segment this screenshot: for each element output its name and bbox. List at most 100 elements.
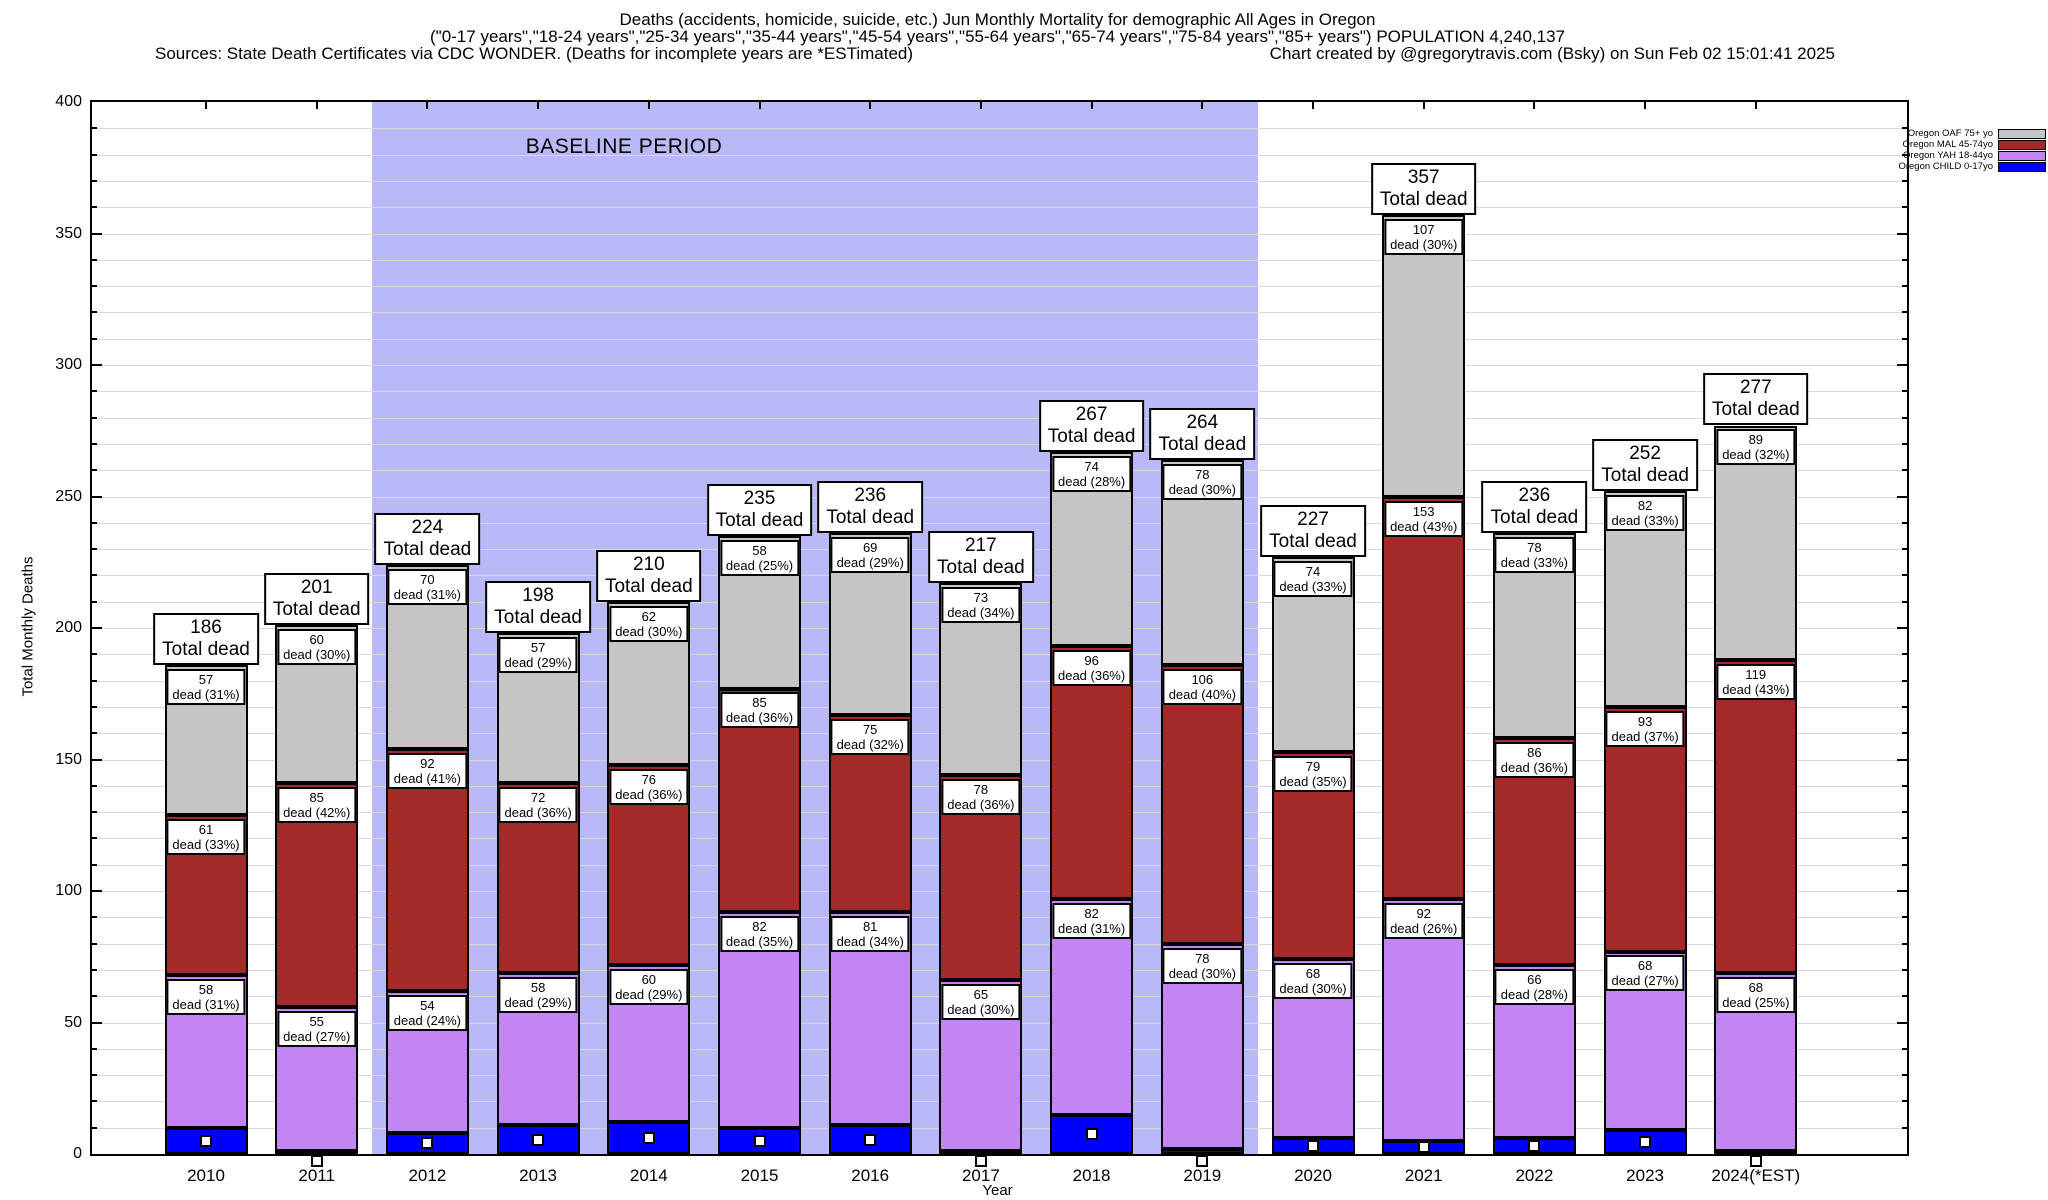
y-tick (1902, 1074, 1907, 1077)
y-tick (92, 863, 97, 866)
legend-label: Oregon MAL 45-74yo (1902, 139, 1993, 150)
gridline (92, 522, 1907, 524)
y-tick (92, 1047, 97, 1050)
gridline (92, 128, 1907, 130)
y-tick (92, 1100, 97, 1103)
segment-value-label: 93 dead (37%) (1605, 710, 1685, 747)
y-tick (1902, 416, 1907, 419)
child-series-marker (421, 1137, 434, 1150)
y-tick (1902, 916, 1907, 919)
y-tick (92, 311, 97, 314)
x-axis-title: Year (982, 1182, 1013, 1199)
gridline (92, 286, 1907, 288)
gridline (92, 470, 1907, 472)
y-tick-label: 300 (55, 356, 82, 373)
y-tick (92, 837, 97, 840)
segment-value-label: 78 dead (33%) (1494, 537, 1574, 574)
y-tick (92, 627, 102, 629)
y-tick (1902, 442, 1907, 445)
segment-value-label: 86 dead (36%) (1494, 742, 1574, 779)
y-tick (1897, 1021, 1907, 1024)
y-tick (92, 784, 97, 787)
legend-item: Oregon OAF 75+ yo (1898, 128, 2046, 139)
chart-credit-note: Chart created by @gregorytravis.com (Bsk… (1269, 44, 1835, 63)
total-dead-label: 277 Total dead (1702, 373, 1809, 426)
child-series-marker (753, 1134, 766, 1147)
y-tick (92, 390, 97, 393)
chart-title: Deaths (accidents, homicide, suicide, et… (619, 10, 1376, 29)
bar-segment (1160, 664, 1244, 944)
gridline (92, 259, 1907, 261)
x-tick-top (1090, 102, 1093, 109)
child-series-marker (1528, 1140, 1541, 1153)
y-tick (1902, 521, 1907, 524)
segment-value-label: 82 dead (31%) (1051, 902, 1132, 939)
child-series-marker (1749, 1155, 1762, 1167)
y-tick (92, 153, 97, 156)
x-tick-label: 2016 (851, 1166, 890, 1185)
child-series-marker (974, 1155, 987, 1167)
y-tick (92, 521, 97, 524)
segment-value-label: 153 dead (43%) (1384, 500, 1464, 537)
legend-swatch (1998, 139, 2046, 150)
segment-value-label: 78 dead (30%) (1162, 463, 1242, 500)
y-tick (1902, 469, 1907, 472)
x-tick-label: 2020 (1294, 1166, 1332, 1185)
x-tick-top (537, 102, 540, 109)
y-tick (92, 995, 97, 998)
y-tick-label: 350 (55, 224, 82, 242)
bar-segment (1160, 1148, 1244, 1154)
y-tick-label: 0 (73, 1145, 82, 1162)
x-tick-label: 2022 (1515, 1166, 1554, 1185)
y-tick (92, 968, 97, 971)
gridline (92, 338, 1907, 340)
total-dead-label: 252 Total dead (1592, 439, 1698, 492)
legend-swatch (1998, 128, 2046, 139)
x-tick-top (1422, 102, 1425, 109)
segment-value-label: 78 dead (30%) (1162, 947, 1242, 984)
segment-value-label: 92 dead (26%) (1384, 902, 1464, 939)
y-tick (1902, 574, 1907, 577)
segment-value-label: 74 dead (33%) (1273, 560, 1353, 597)
x-tick-top (869, 102, 872, 109)
y-tick (1902, 258, 1907, 261)
bar-segment (1382, 898, 1466, 1141)
total-dead-label: 264 Total dead (1149, 407, 1256, 460)
x-tick-label: 2017 (961, 1166, 1000, 1185)
y-tick (1902, 600, 1907, 603)
legend-swatch (1998, 150, 2046, 161)
y-tick (92, 285, 97, 288)
y-tick (1902, 784, 1907, 787)
y-tick (92, 890, 102, 892)
y-tick (92, 653, 97, 656)
gridline (92, 443, 1907, 445)
segment-value-label: 58 dead (25%) (719, 539, 800, 576)
x-tick-label: 2013 (519, 1166, 558, 1185)
x-tick-top (426, 102, 429, 109)
segment-value-label: 69 dead (29%) (830, 537, 910, 574)
y-tick (1897, 758, 1907, 761)
x-tick-top (1754, 102, 1757, 109)
segment-value-label: 78 dead (36%) (941, 779, 1021, 816)
total-dead-label: 236 Total dead (1481, 481, 1588, 534)
y-tick (92, 469, 97, 472)
y-tick (1902, 285, 1907, 288)
segment-value-label: 68 dead (27%) (1605, 955, 1685, 992)
segment-value-label: 68 dead (25%) (1716, 976, 1796, 1013)
y-tick (92, 758, 102, 761)
y-tick (92, 574, 97, 577)
segment-value-label: 57 dead (31%) (166, 668, 246, 705)
segment-value-label: 58 dead (31%) (166, 979, 246, 1016)
total-dead-label: 198 Total dead (485, 581, 591, 634)
segment-value-label: 70 dead (31%) (387, 568, 467, 605)
child-series-marker (864, 1133, 877, 1146)
x-tick-top (205, 102, 207, 109)
segment-value-label: 106 dead (40%) (1162, 668, 1242, 705)
y-tick (1902, 837, 1907, 840)
legend-item: Oregon CHILD 0-17yo (1898, 161, 2046, 172)
y-tick (92, 732, 97, 735)
y-tick (1902, 153, 1907, 156)
segment-value-label: 82 dead (33%) (1605, 495, 1685, 532)
child-series-marker (532, 1133, 545, 1146)
y-tick (92, 495, 102, 498)
